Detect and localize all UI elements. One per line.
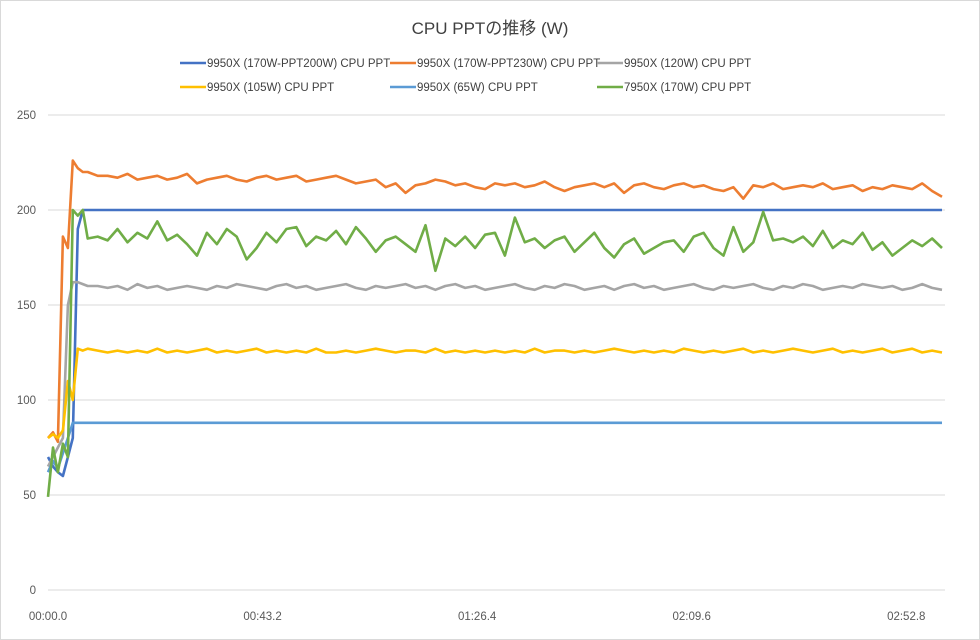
y-tick-label: 0 <box>30 585 36 597</box>
legend-label: 9950X (170W-PPT230W) CPU PPT <box>417 58 600 70</box>
y-tick-label: 250 <box>17 110 36 122</box>
x-tick-label: 01:26.4 <box>458 611 497 623</box>
series-line-1 <box>47 159 943 444</box>
series-line-0 <box>46 208 942 478</box>
y-tick-label: 200 <box>17 205 36 217</box>
series-line-4 <box>46 421 942 473</box>
legend-label: 9950X (65W) CPU PPT <box>417 82 538 94</box>
y-tick-label: 100 <box>17 395 36 407</box>
x-tick-label: 02:09.6 <box>673 611 711 623</box>
legend-label: 9950X (120W) CPU PPT <box>624 58 751 70</box>
legend-label: 9950X (170W-PPT200W) CPU PPT <box>207 58 390 70</box>
x-tick-label: 02:52.8 <box>887 611 925 623</box>
series-line-5 <box>46 208 943 498</box>
x-tick-label: 00:43.2 <box>243 611 281 623</box>
series-line-3 <box>47 347 943 440</box>
y-tick-label: 50 <box>23 490 36 502</box>
series-line-2 <box>46 280 943 468</box>
x-tick-label: 00:00.0 <box>29 611 67 623</box>
y-tick-label: 150 <box>17 300 36 312</box>
chart-title: CPU PPTの推移 (W) <box>412 19 569 38</box>
legend-label: 9950X (105W) CPU PPT <box>207 82 334 94</box>
legend-label: 7950X (170W) CPU PPT <box>624 82 751 94</box>
